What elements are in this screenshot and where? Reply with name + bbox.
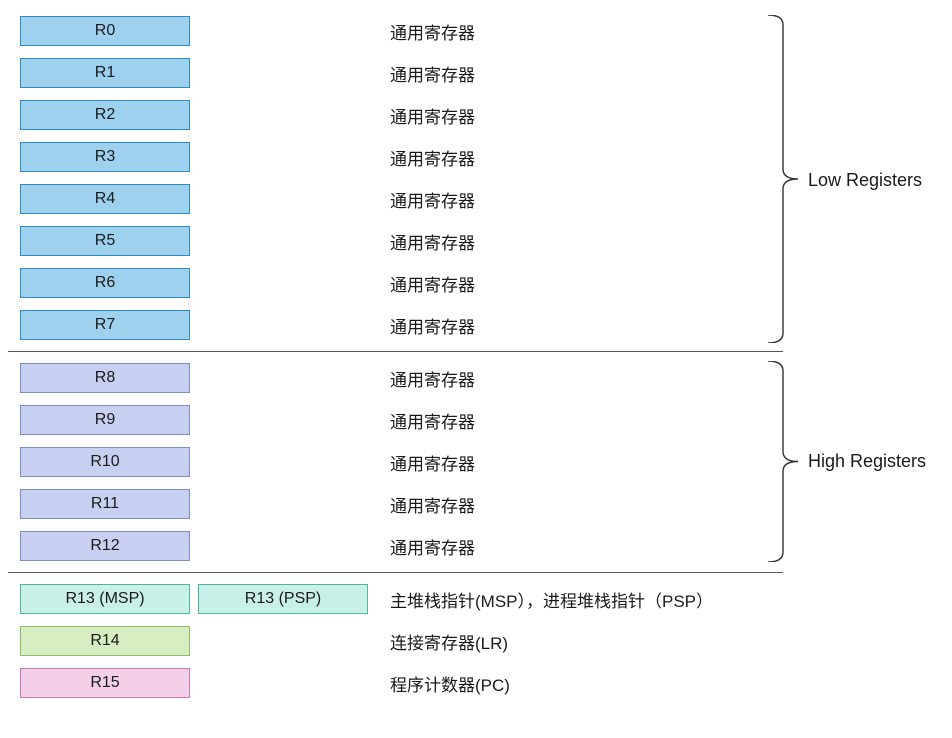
register-row: R7 通用寄存器 [8,309,944,341]
register-label: R3 [95,148,115,166]
register-box-r0: R0 [20,16,190,46]
register-desc: 通用寄存器 [390,145,475,170]
register-label: R7 [95,316,115,334]
register-desc: 通用寄存器 [390,187,475,212]
register-label: R6 [95,274,115,292]
register-desc: 通用寄存器 [390,492,475,517]
register-box-r7: R7 [20,310,190,340]
register-row: R9 通用寄存器 [8,404,944,436]
register-row: R1 通用寄存器 [8,57,944,89]
register-row: R10 通用寄存器 [8,446,944,478]
register-label: R4 [95,190,115,208]
register-row: R15 程序计数器(PC) [8,667,944,699]
divider-low-high [8,351,783,352]
register-box-r3: R3 [20,142,190,172]
register-label: R13 (PSP) [245,590,321,608]
register-box-r10: R10 [20,447,190,477]
register-label: R12 [90,537,119,555]
register-label: R8 [95,369,115,387]
register-label: R14 [90,632,119,650]
group-label-high: High Registers [808,451,926,472]
register-box-r4: R4 [20,184,190,214]
register-label: R9 [95,411,115,429]
register-box-r1: R1 [20,58,190,88]
register-box-r8: R8 [20,363,190,393]
register-desc: 主堆栈指针(MSP），进程堆栈指针（PSP） [390,587,713,612]
register-box-r2: R2 [20,100,190,130]
register-row: R8 通用寄存器 [8,362,944,394]
register-row: R11 通用寄存器 [8,488,944,520]
register-label: R13 (MSP) [65,590,144,608]
register-box-r5: R5 [20,226,190,256]
register-box-r14: R14 [20,626,190,656]
register-label: R5 [95,232,115,250]
register-row: R4 通用寄存器 [8,183,944,215]
register-desc: 通用寄存器 [390,408,475,433]
register-label: R2 [95,106,115,124]
register-row: R5 通用寄存器 [8,225,944,257]
register-box-r13-psp: R13 (PSP) [198,584,368,614]
register-desc: 通用寄存器 [390,313,475,338]
group-label-low: Low Registers [808,170,922,191]
register-label: R11 [91,495,119,513]
register-box-r9: R9 [20,405,190,435]
register-desc: 通用寄存器 [390,271,475,296]
register-diagram: R0 通用寄存器 R1 通用寄存器 R2 通用寄存器 R3 通用寄存器 R4 通… [8,15,944,699]
register-row: R0 通用寄存器 [8,15,944,47]
register-box-r6: R6 [20,268,190,298]
register-desc: 通用寄存器 [390,534,475,559]
register-row: R12 通用寄存器 [8,530,944,562]
register-row: R6 通用寄存器 [8,267,944,299]
register-box-r15: R15 [20,668,190,698]
register-desc: 通用寄存器 [390,19,475,44]
register-row: R2 通用寄存器 [8,99,944,131]
register-label: R1 [95,64,115,82]
register-desc: 连接寄存器(LR) [390,629,508,654]
register-desc: 通用寄存器 [390,450,475,475]
register-desc: 程序计数器(PC) [390,671,510,696]
register-desc: 通用寄存器 [390,103,475,128]
register-box-r12: R12 [20,531,190,561]
register-row: R3 通用寄存器 [8,141,944,173]
register-row: R14 连接寄存器(LR) [8,625,944,657]
register-row: R13 (MSP) R13 (PSP) 主堆栈指针(MSP），进程堆栈指针（PS… [8,583,944,615]
divider-high-special [8,572,783,573]
register-desc: 通用寄存器 [390,61,475,86]
register-label: R15 [90,674,119,692]
register-desc: 通用寄存器 [390,229,475,254]
register-desc: 通用寄存器 [390,366,475,391]
register-label: R0 [95,22,115,40]
register-box-r13-msp: R13 (MSP) [20,584,190,614]
register-box-r11: R11 [20,489,190,519]
register-label: R10 [90,453,119,471]
